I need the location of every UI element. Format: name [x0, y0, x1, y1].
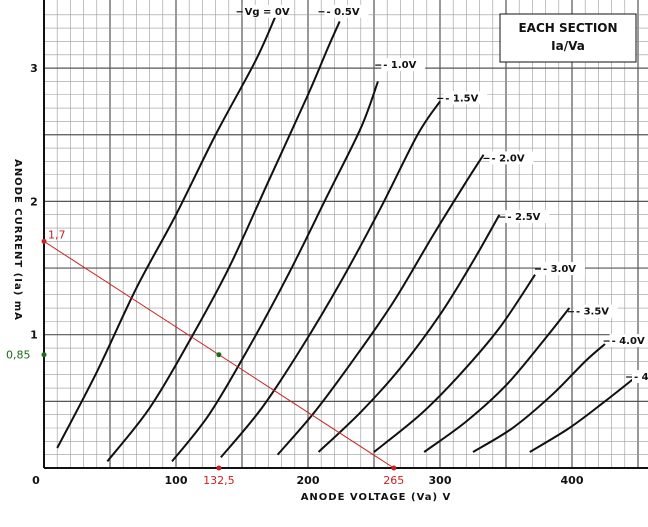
series-label-bg	[505, 210, 550, 224]
series-label-bg	[489, 151, 534, 165]
chart-subtitle: Ia/Va	[551, 39, 585, 53]
series-label: - 3.0V	[543, 264, 576, 275]
series-label-bg	[573, 304, 618, 318]
x-tick-label: 200	[297, 474, 320, 487]
annotation-label: 265	[383, 474, 404, 487]
series-line	[171, 81, 379, 462]
x-tick-label: 400	[561, 474, 584, 487]
annotation-marker	[391, 465, 397, 471]
series-label: - 0.5V	[326, 7, 359, 18]
series-label-bg	[443, 91, 488, 105]
series-label: - 3.5V	[576, 307, 609, 318]
axis-ticks: 0 100 200 300 400 1 2 3	[30, 62, 584, 487]
characteristic-curves	[56, 17, 636, 462]
annotation-marker	[216, 465, 222, 471]
annotation-label: 0,85	[6, 349, 31, 362]
annotation-marker	[216, 352, 222, 358]
annotation-marker	[41, 352, 47, 358]
series-label: - 4.0V	[612, 336, 645, 347]
annotation-marker	[41, 238, 47, 244]
title-box-frame	[499, 13, 637, 63]
series-label: - 2.0V	[491, 153, 524, 164]
series-line	[423, 307, 571, 453]
y-axis-label: ANODE CURRENT (Ia) mA	[12, 159, 23, 321]
series-line	[373, 274, 536, 453]
series-label: - 1.5V	[445, 93, 478, 104]
series-line	[106, 21, 341, 462]
y-tick-label: 2	[30, 195, 38, 208]
series-label: - 2.5V	[507, 212, 540, 223]
curve-labels: Vg = 0V - 0.5V - 1.0V - 1.5V - 2.0V - 2.5V - 3…	[236, 4, 648, 384]
series-line	[529, 376, 636, 453]
y-tick-label: 1	[30, 329, 38, 342]
series-label: Vg = 0V	[245, 7, 290, 18]
x-tick-label: 100	[165, 474, 188, 487]
series-label: - 4	[634, 372, 648, 383]
series-label-bg	[609, 334, 648, 348]
load-line-group: 1,7 0,85 132,5 265	[6, 228, 404, 487]
x-axis-label: ANODE VOLTAGE (Va) V	[301, 492, 452, 503]
series-label: - 1.0V	[383, 60, 416, 71]
series-label-bg	[242, 4, 287, 18]
series-label-bg	[324, 4, 369, 18]
series-label-bg	[540, 262, 585, 276]
series-line	[317, 214, 501, 453]
series-line	[472, 343, 606, 453]
series-line	[56, 17, 276, 449]
x-tick-label: 0	[32, 474, 40, 487]
annotation-label: 132,5	[203, 474, 235, 487]
x-tick-label: 300	[429, 474, 452, 487]
title-box: EACH SECTION Ia/Va	[499, 13, 637, 63]
chart-title: EACH SECTION	[518, 21, 617, 35]
annotation-label: 1,7	[48, 228, 66, 241]
series-line	[276, 154, 485, 456]
series-line	[220, 100, 441, 458]
y-tick-label: 3	[30, 62, 38, 75]
series-label-bg	[632, 370, 648, 384]
series-label-bg	[381, 58, 426, 72]
